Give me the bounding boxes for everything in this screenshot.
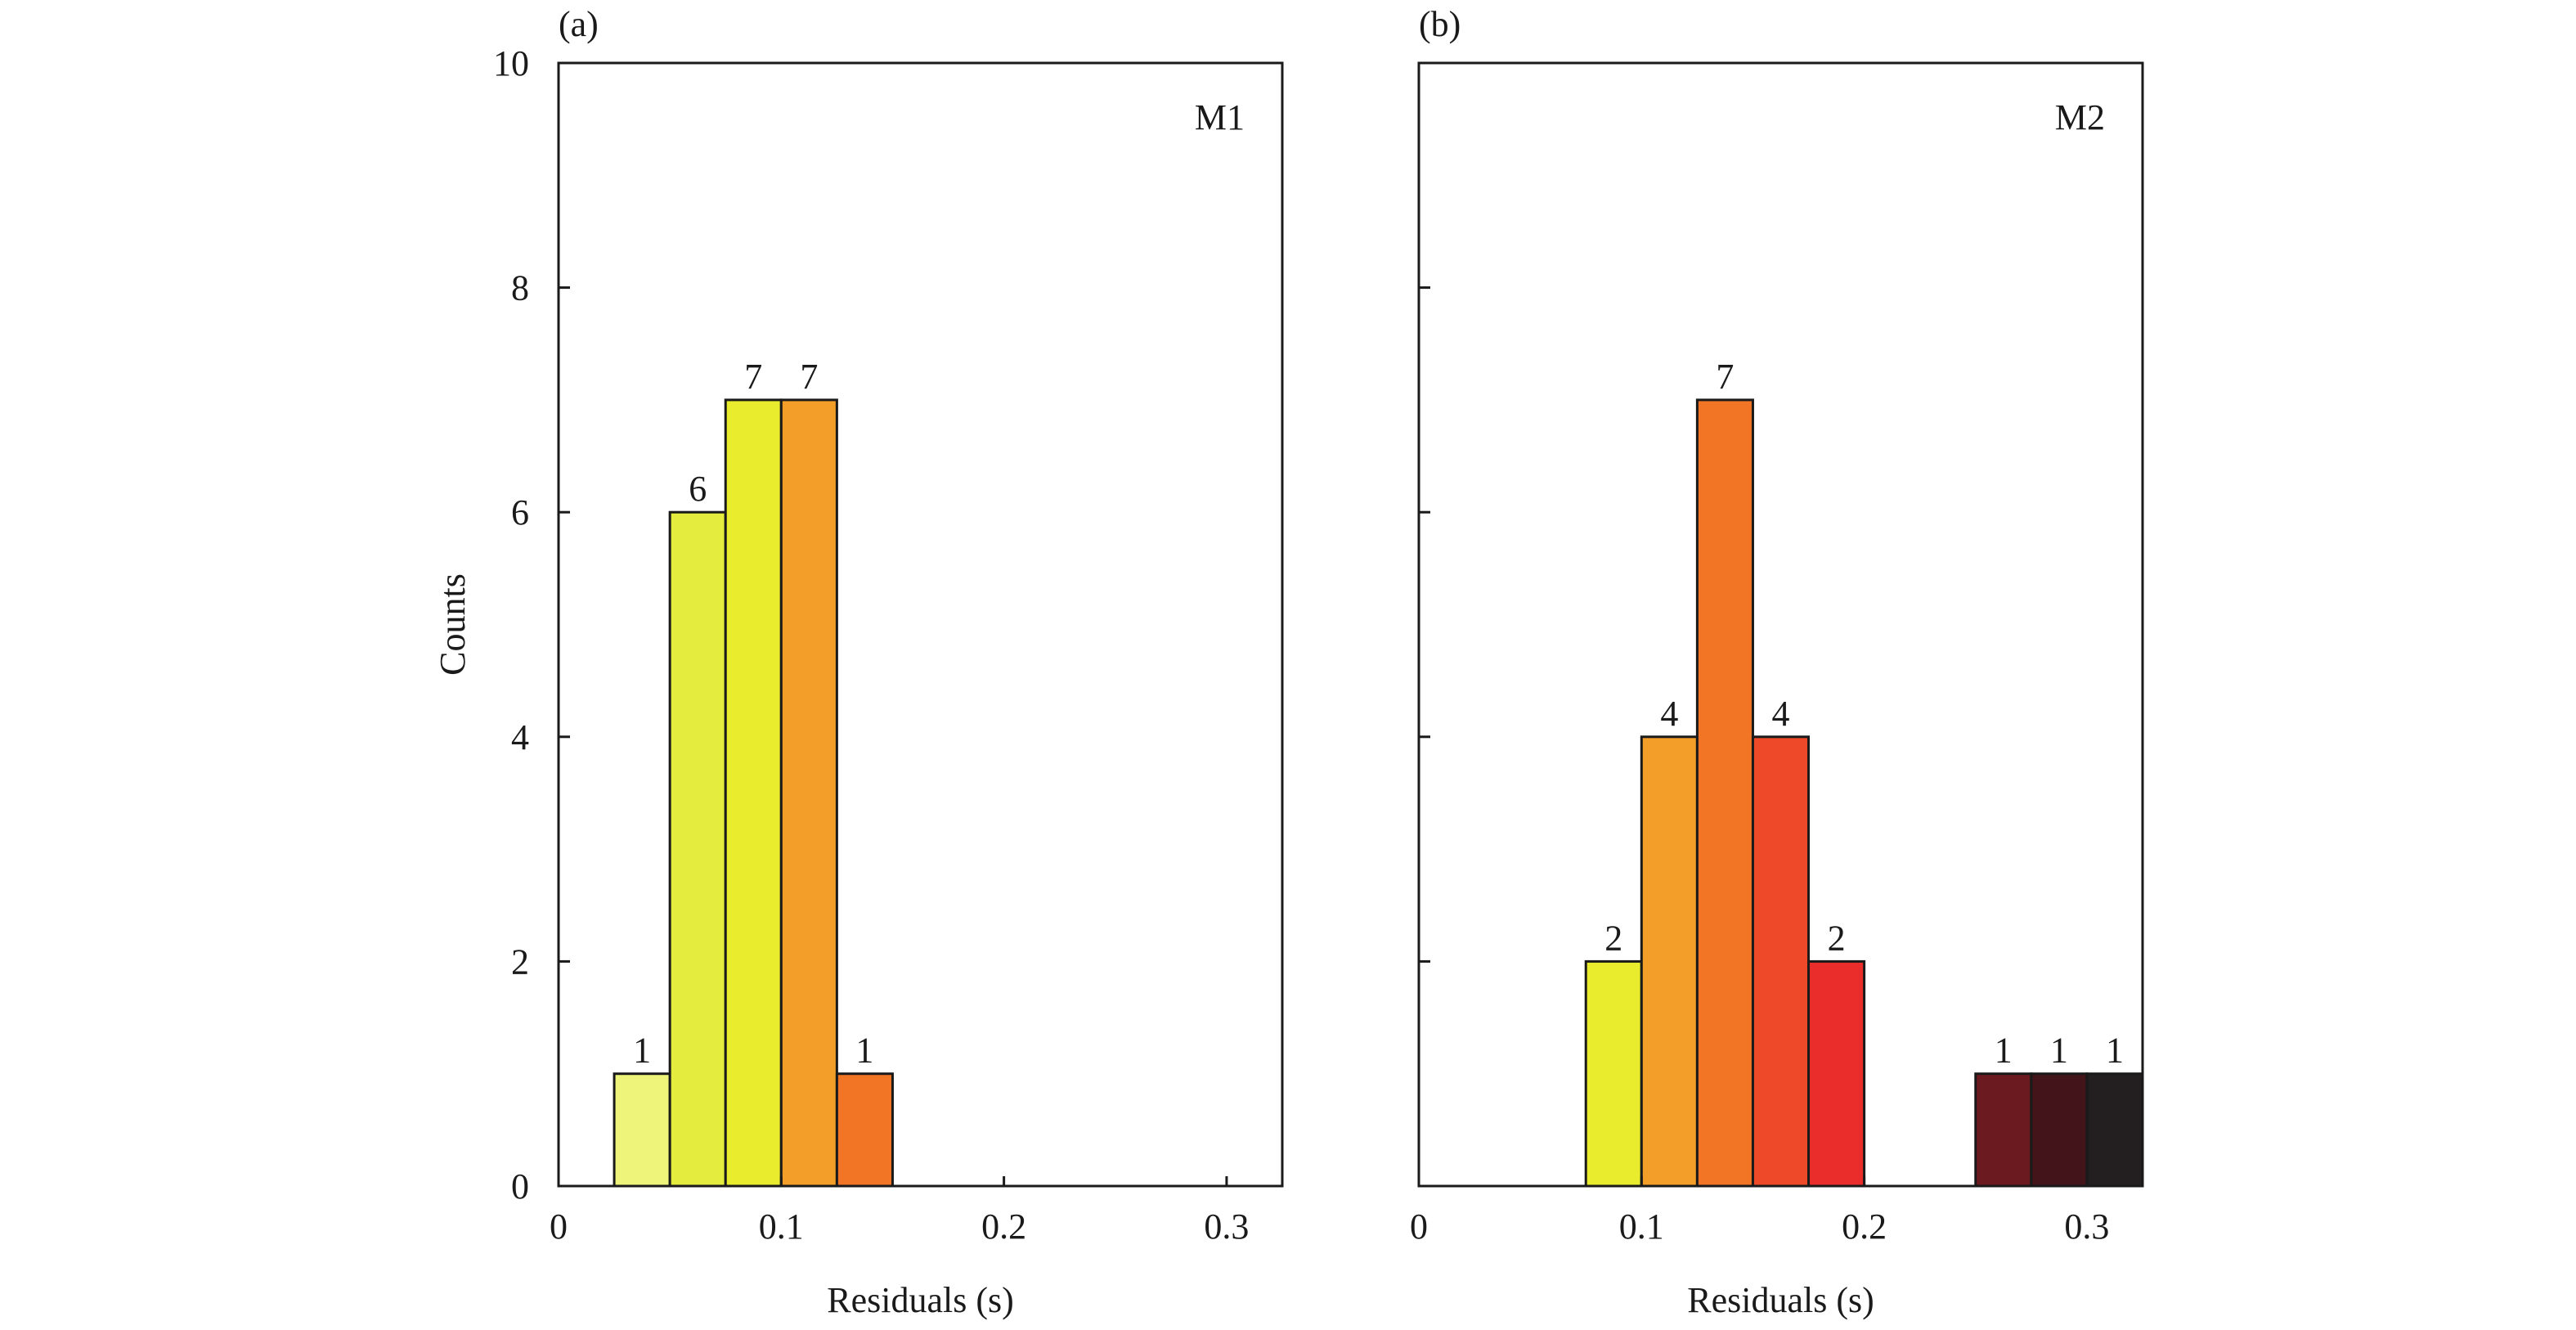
bar-count-label: 7 — [1716, 357, 1734, 397]
y-tick-label: 2 — [511, 941, 529, 982]
histogram-bar — [1695, 398, 1754, 1188]
bar-count-label: 2 — [1828, 918, 1846, 958]
histogram-bar — [779, 398, 838, 1188]
y-tick-label: 4 — [511, 717, 529, 757]
histogram-bar — [1640, 735, 1699, 1188]
bar-count-label: 1 — [2106, 1031, 2124, 1071]
bar-count-label: 6 — [689, 469, 707, 509]
histogram-bar — [1807, 959, 1866, 1188]
x-axis-title: Residuals (s) — [827, 1280, 1014, 1320]
bar-count-label: 4 — [1772, 694, 1790, 734]
histogram-bar — [1584, 959, 1643, 1188]
y-tick-label: 8 — [511, 268, 529, 308]
y-axis-title: Counts — [433, 573, 473, 676]
model-label: M2 — [2055, 97, 2105, 137]
panel-tag: (a) — [559, 4, 599, 44]
x-tick-label: 0.3 — [2064, 1206, 2109, 1247]
x-tick-label: 0.1 — [759, 1206, 804, 1247]
model-label: M1 — [1195, 97, 1245, 137]
x-tick-label: 0.1 — [1619, 1206, 1664, 1247]
x-tick-label: 0.2 — [981, 1206, 1026, 1247]
histogram-bar — [2030, 1072, 2089, 1188]
x-tick-label: 0 — [1410, 1206, 1428, 1247]
bar-count-label: 1 — [1995, 1031, 2013, 1071]
histogram-bar — [724, 398, 783, 1188]
x-tick-label: 0.3 — [1204, 1206, 1249, 1247]
x-axis-title: Residuals (s) — [1687, 1280, 1874, 1320]
y-tick-label: 6 — [511, 492, 529, 532]
y-tick-label: 0 — [511, 1166, 529, 1206]
histogram-bar — [613, 1072, 671, 1188]
histogram-bar — [835, 1072, 894, 1188]
bar-count-label: 7 — [744, 357, 762, 397]
bar-count-label: 4 — [1660, 694, 1678, 734]
plot-frame — [557, 61, 1284, 1188]
panel-tag: (b) — [1419, 4, 1461, 44]
bar-count-label: 1 — [2050, 1031, 2068, 1071]
bar-count-label: 7 — [800, 357, 818, 397]
plot-frame — [1417, 61, 2144, 1188]
histogram-bar — [1974, 1072, 2033, 1188]
histogram-bar — [2085, 1072, 2144, 1188]
bar-count-label: 1 — [855, 1031, 873, 1071]
x-tick-label: 0.2 — [1842, 1206, 1887, 1247]
bar-count-label: 1 — [633, 1031, 651, 1071]
histogram-bar — [1751, 735, 1811, 1188]
bar-count-label: 2 — [1604, 918, 1622, 958]
histogram-bar — [668, 510, 727, 1188]
x-tick-label: 0 — [550, 1206, 568, 1247]
y-tick-label: 10 — [493, 43, 529, 83]
